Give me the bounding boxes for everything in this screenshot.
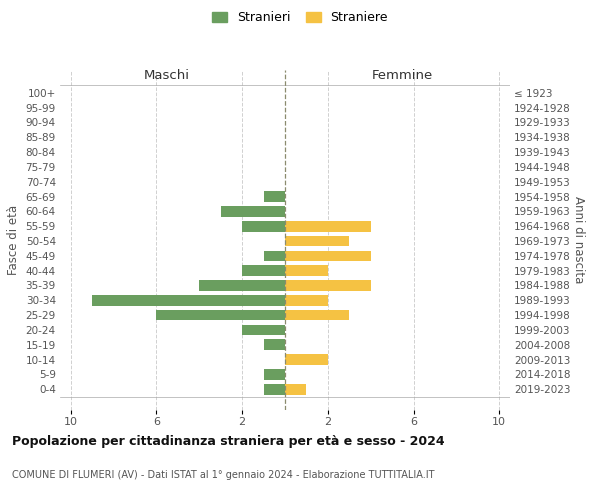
Text: Popolazione per cittadinanza straniera per età e sesso - 2024: Popolazione per cittadinanza straniera p… [12,435,445,448]
Bar [242,266,285,276]
Bar [199,280,285,291]
Bar [242,324,285,336]
Y-axis label: Anni di nascita: Anni di nascita [572,196,585,284]
Bar [285,295,328,306]
Text: Femmine: Femmine [372,70,433,82]
Bar [263,369,285,380]
Bar [285,354,328,365]
Text: Maschi: Maschi [144,70,190,82]
Text: COMUNE DI FLUMERI (AV) - Dati ISTAT al 1° gennaio 2024 - Elaborazione TUTTITALIA: COMUNE DI FLUMERI (AV) - Dati ISTAT al 1… [12,470,434,480]
Bar [285,310,349,320]
Y-axis label: Fasce di età: Fasce di età [7,205,20,275]
Bar [221,206,285,216]
Bar [263,192,285,202]
Bar [285,221,371,232]
Bar [285,266,328,276]
Bar [285,250,371,261]
Bar [285,236,349,246]
Bar [263,384,285,394]
Bar [92,295,285,306]
Bar [242,221,285,232]
Bar [285,280,371,291]
Bar [263,250,285,261]
Legend: Stranieri, Straniere: Stranieri, Straniere [212,11,388,24]
Bar [157,310,285,320]
Bar [285,384,307,394]
Bar [263,340,285,350]
